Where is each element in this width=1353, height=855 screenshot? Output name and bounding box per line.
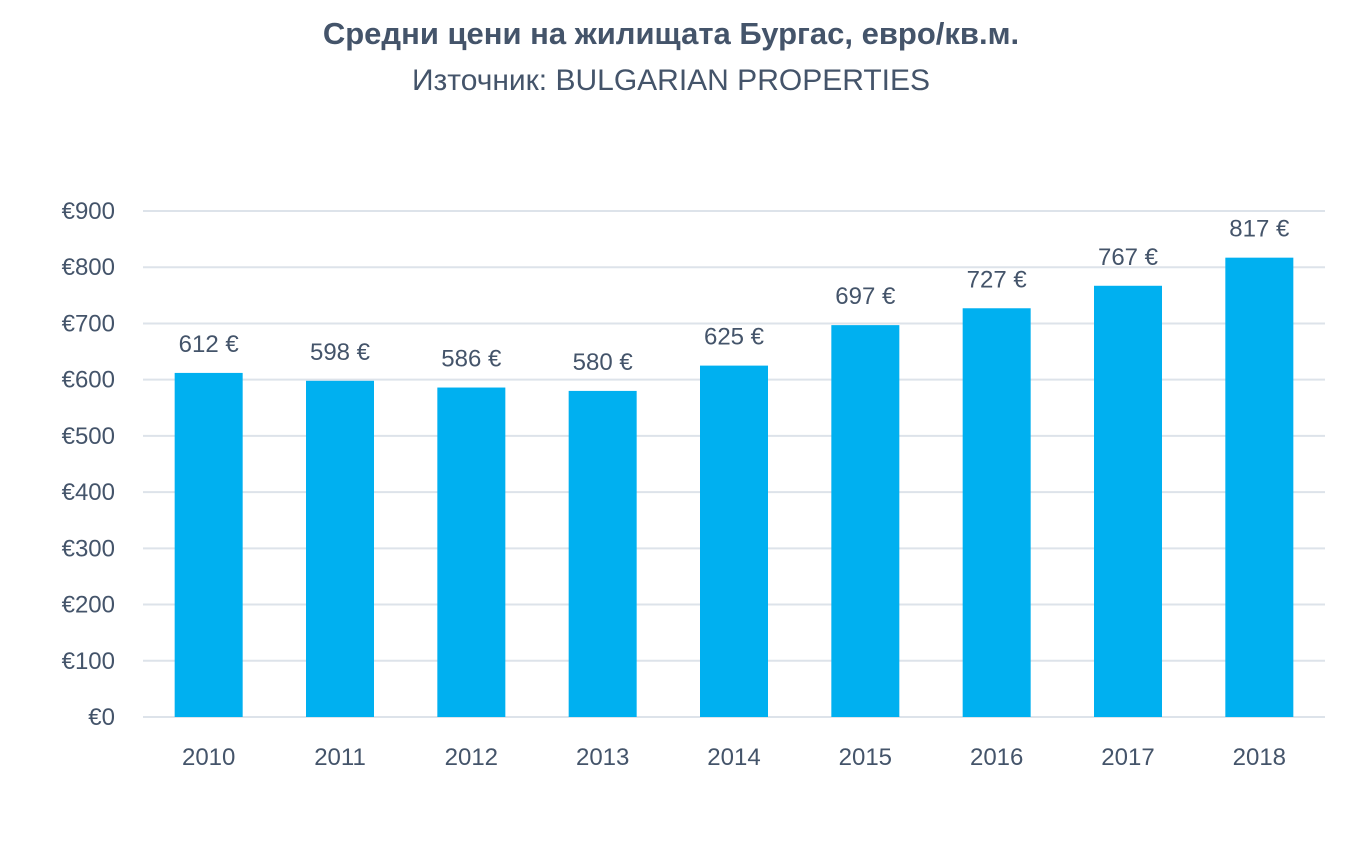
bar-2010 [174, 372, 243, 717]
x-tick-label: 2017 [1101, 744, 1154, 771]
x-tick-label: 2015 [839, 744, 892, 771]
data-label: 767 € [1098, 244, 1159, 271]
y-tick-label: €800 [62, 254, 115, 281]
bar-2011 [306, 380, 374, 717]
y-tick-label: €300 [62, 535, 115, 562]
bar-2016 [962, 308, 1031, 717]
data-label: 817 € [1229, 216, 1290, 243]
bar-2013 [568, 390, 637, 717]
y-tick-label: €700 [62, 310, 115, 337]
data-label: 598 € [310, 339, 371, 366]
data-label: 580 € [573, 349, 634, 376]
chart-title: Средни цени на жилищата Бургас, евро/кв.… [323, 16, 1019, 51]
x-tick-label: 2013 [576, 744, 629, 771]
y-tick-label: €0 [88, 704, 115, 731]
data-label: 586 € [441, 346, 502, 373]
x-tick-label: 2016 [970, 744, 1023, 771]
y-tick-label: €600 [62, 367, 115, 394]
bar-2017 [1094, 285, 1162, 717]
data-label: 625 € [704, 324, 765, 351]
bar-2018 [1225, 257, 1294, 717]
y-tick-label: €100 [62, 648, 115, 675]
x-tick-label: 2010 [182, 744, 235, 771]
bar-2012 [437, 387, 506, 717]
x-tick-label: 2018 [1233, 744, 1286, 771]
y-tick-label: €900 [62, 198, 115, 225]
data-label: 727 € [967, 266, 1028, 293]
x-tick-label: 2014 [707, 744, 760, 771]
bar-2014 [700, 365, 768, 717]
x-tick-label: 2012 [445, 744, 498, 771]
bar-2015 [831, 325, 900, 717]
y-tick-label: €500 [62, 423, 115, 450]
data-label: 612 € [179, 331, 240, 358]
data-label: 697 € [835, 283, 896, 310]
chart-subtitle: Източник: BULGARIAN PROPERTIES [412, 64, 930, 97]
y-tick-label: €200 [62, 592, 115, 619]
x-tick-label: 2011 [314, 744, 366, 771]
y-tick-label: €400 [62, 479, 115, 506]
